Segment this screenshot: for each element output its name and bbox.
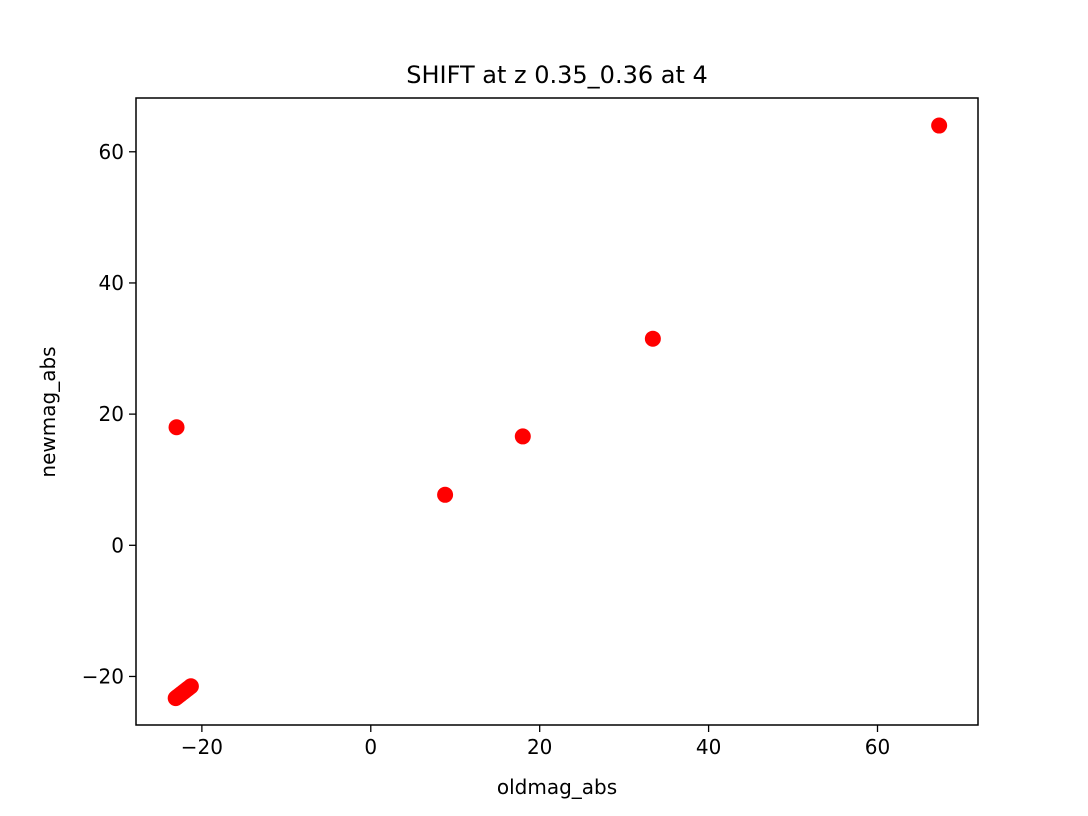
- x-tick-label: 0: [364, 735, 377, 759]
- data-point: [931, 117, 948, 134]
- data-point: [644, 330, 661, 347]
- y-tick-label: 40: [99, 271, 124, 295]
- y-tick-label: 20: [99, 402, 124, 426]
- x-tick-label: 20: [527, 735, 552, 759]
- axis-ticks: −20 0 20 40 60 −20 0 20 40 60: [82, 140, 890, 759]
- data-points: [167, 117, 948, 707]
- chart-title: SHIFT at z 0.35_0.36 at 4: [406, 61, 708, 89]
- x-tick-label: 60: [865, 735, 890, 759]
- x-axis-label: oldmag_abs: [497, 775, 617, 799]
- y-tick-label: 60: [99, 140, 124, 164]
- x-tick-label: 40: [696, 735, 721, 759]
- y-axis-label: newmag_abs: [36, 346, 60, 477]
- plot-area-frame: [135, 97, 979, 726]
- data-point: [514, 428, 531, 445]
- data-point: [437, 486, 454, 503]
- y-tick-label: 0: [111, 533, 124, 557]
- data-point: [182, 678, 199, 695]
- y-tick-label: −20: [82, 664, 124, 688]
- x-tick-label: −20: [181, 735, 223, 759]
- data-point: [168, 419, 185, 436]
